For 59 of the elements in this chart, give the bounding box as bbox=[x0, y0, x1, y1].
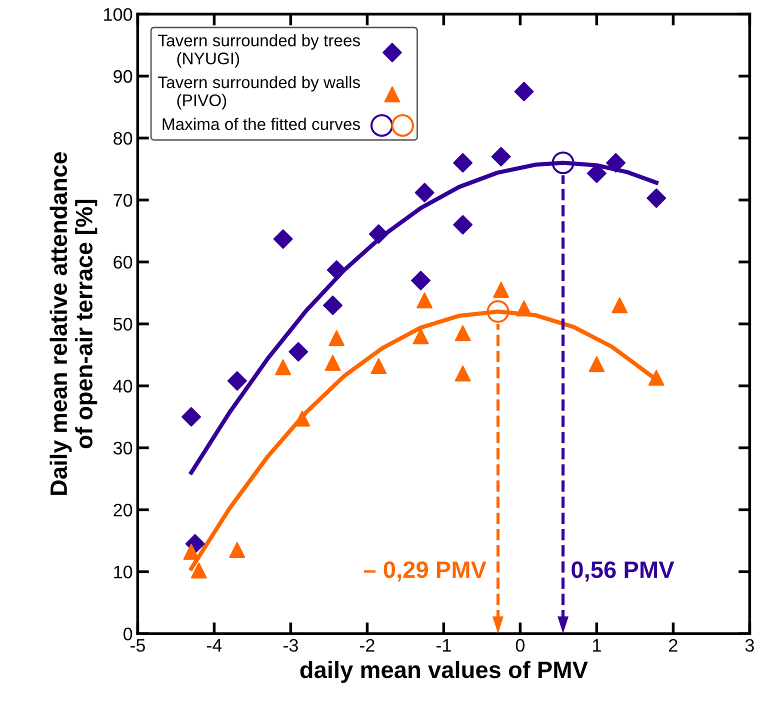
ref-line-label: 0,56 PMV bbox=[572, 561, 674, 582]
y-tick-label: 0 bbox=[124, 628, 132, 640]
y-tick-label: 100 bbox=[104, 8, 132, 21]
point bbox=[612, 297, 628, 314]
point bbox=[227, 371, 247, 391]
y-tick-label: 20 bbox=[114, 504, 132, 516]
point bbox=[493, 282, 510, 298]
x-tick-label: 2 bbox=[669, 639, 678, 652]
point bbox=[370, 358, 387, 374]
point bbox=[288, 342, 308, 362]
point bbox=[323, 296, 343, 316]
x-tick-label: -3 bbox=[283, 639, 298, 652]
point bbox=[294, 410, 310, 427]
ref-line-label: – 0,29 PMV bbox=[364, 561, 486, 582]
y-axis-title: Daily mean relative attendance of open-air terrace [%] bbox=[50, 152, 98, 495]
point bbox=[514, 82, 534, 102]
point bbox=[328, 330, 345, 346]
point bbox=[648, 370, 664, 386]
x-tick-label: 3 bbox=[745, 639, 754, 652]
point bbox=[646, 188, 666, 208]
legend-label: Tavern surrounded by walls (PIVO) bbox=[158, 76, 360, 110]
point bbox=[453, 215, 473, 235]
y-tick-label: 80 bbox=[114, 132, 132, 145]
point bbox=[411, 270, 430, 290]
point bbox=[275, 359, 292, 376]
x-tick-label: -5 bbox=[130, 639, 145, 652]
y-tick-label: 50 bbox=[113, 318, 132, 331]
point bbox=[454, 325, 471, 342]
y-tick-label: 10 bbox=[114, 566, 132, 578]
point bbox=[273, 229, 293, 249]
point bbox=[486, 300, 510, 323]
point bbox=[606, 153, 626, 173]
x-tick-label: 0 bbox=[516, 639, 525, 652]
point bbox=[454, 365, 471, 382]
point bbox=[416, 292, 433, 308]
point bbox=[588, 356, 605, 372]
point bbox=[368, 224, 388, 244]
y-tick-label: 90 bbox=[114, 70, 132, 83]
point bbox=[229, 542, 246, 558]
point bbox=[516, 300, 532, 316]
legend-label: Tavern surrounded by trees (NYUGI) bbox=[158, 34, 360, 68]
point bbox=[324, 354, 341, 371]
x-tick-label: 1 bbox=[593, 639, 601, 652]
point bbox=[453, 153, 473, 173]
x-axis-title: daily mean values of PMV bbox=[300, 660, 588, 683]
y-tick-label: 30 bbox=[113, 442, 132, 455]
y-tick-label: 70 bbox=[114, 194, 132, 207]
point bbox=[190, 562, 207, 578]
point bbox=[412, 328, 429, 344]
legend-label: Maxima of the fitted curves bbox=[162, 118, 360, 130]
x-tick-label: -4 bbox=[206, 639, 222, 652]
point bbox=[552, 151, 574, 174]
x-tick-label: -1 bbox=[436, 639, 451, 652]
point bbox=[414, 182, 434, 202]
x-tick-label: -2 bbox=[360, 639, 374, 652]
point bbox=[182, 407, 201, 427]
y-tick-label: 60 bbox=[114, 256, 132, 269]
point bbox=[491, 146, 511, 166]
y-tick-label: 40 bbox=[113, 380, 132, 393]
